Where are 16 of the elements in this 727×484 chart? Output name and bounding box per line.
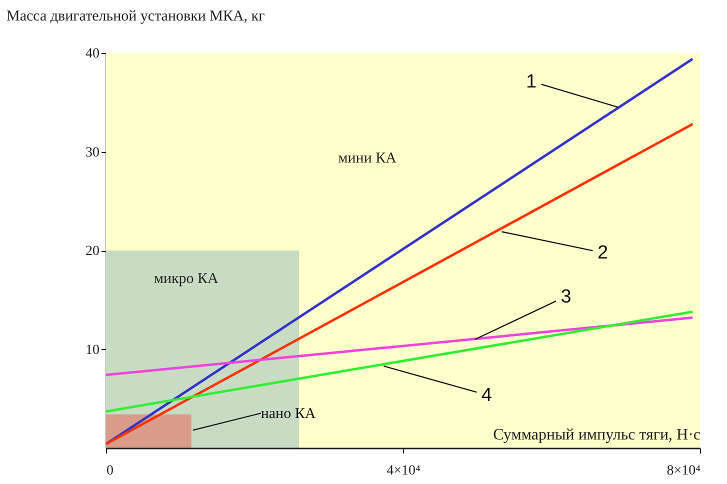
- y-axis-title: Масса двигательной установки МКА, кг: [6, 8, 265, 24]
- annotation: мини КА: [338, 150, 397, 167]
- y-tick-label: 20: [86, 244, 100, 259]
- annotation: микро КА: [154, 271, 219, 288]
- y-tick-label: 40: [86, 46, 100, 62]
- x-axis-title: Суммарный импульс тяги, Н·с: [493, 426, 700, 444]
- x-tick-label: 0: [106, 464, 114, 478]
- x-tick-label: 4×10⁴: [386, 464, 421, 478]
- y-tick-label: 10: [86, 342, 100, 358]
- annotation: 1: [526, 71, 537, 92]
- annotation: нано КА: [260, 406, 316, 422]
- annotation: 4: [481, 385, 492, 406]
- x-tick-label: 8×10⁴: [666, 464, 701, 478]
- annotation: 3: [560, 286, 572, 308]
- annotation: 2: [597, 242, 608, 264]
- y-tick-label: 30: [86, 145, 100, 160]
